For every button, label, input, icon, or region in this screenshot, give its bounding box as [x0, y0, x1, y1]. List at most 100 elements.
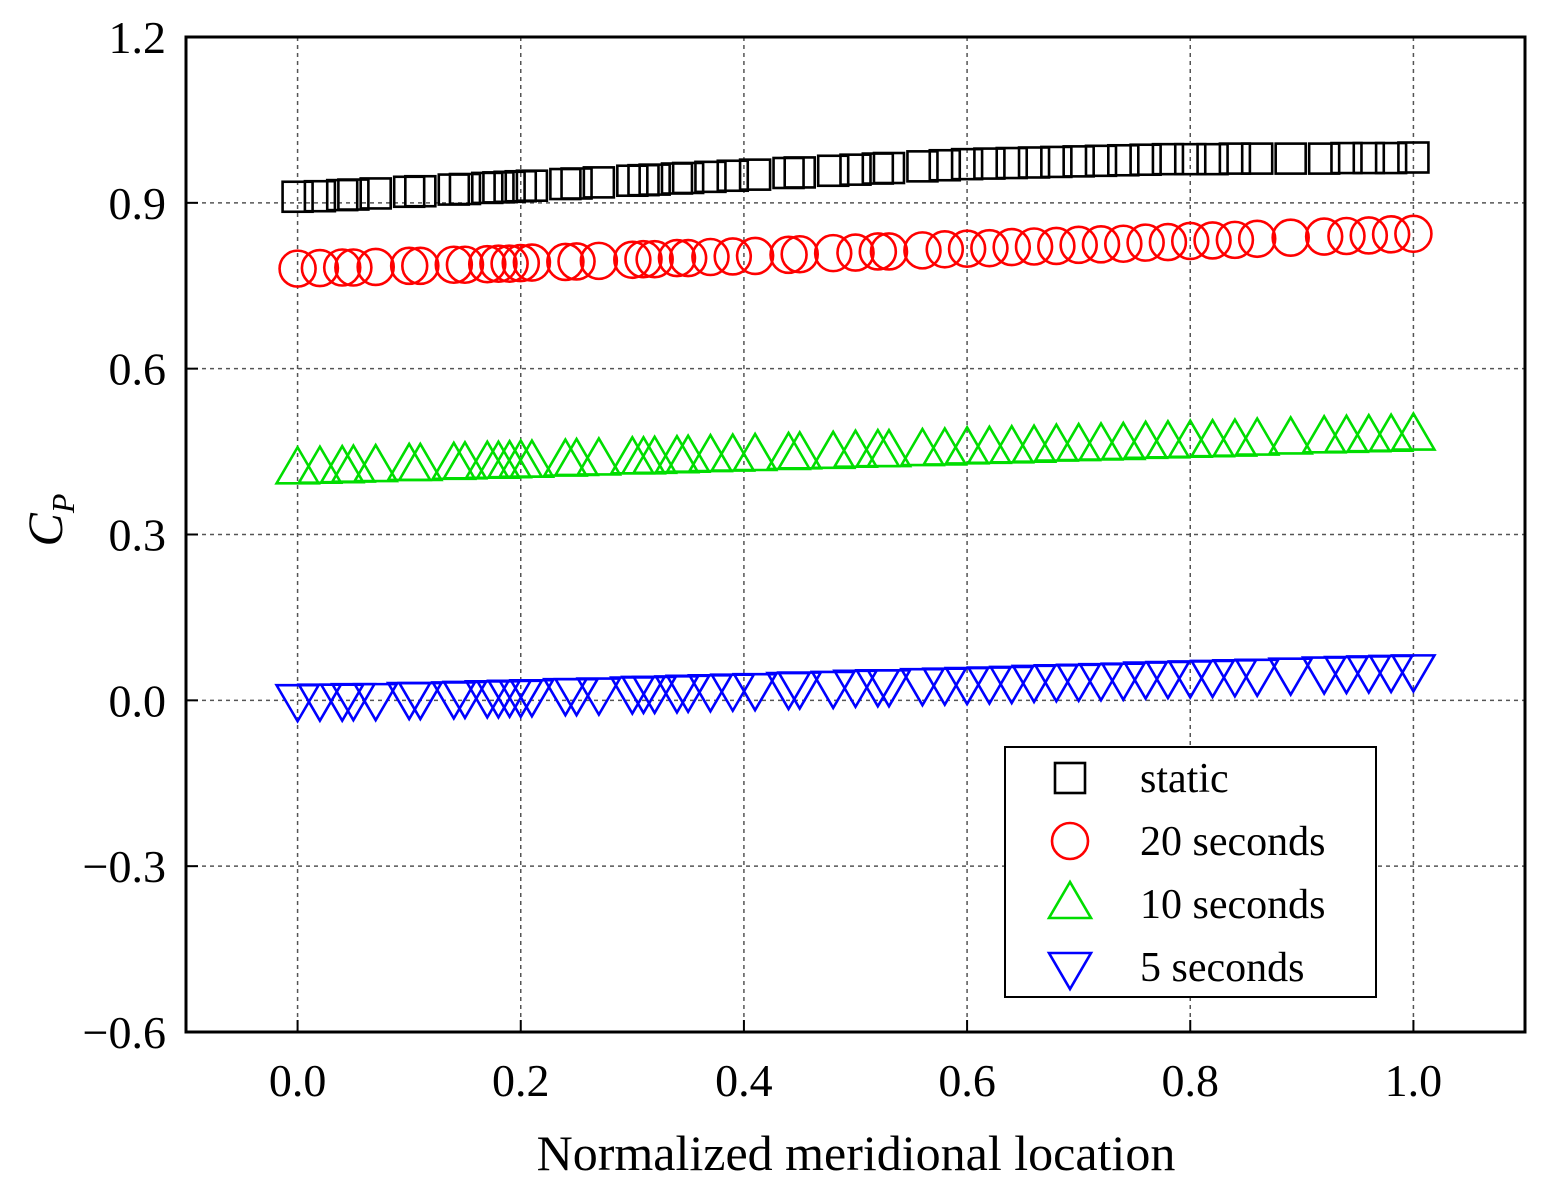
- legend-label: 20 seconds: [1140, 819, 1325, 865]
- data-point: [281, 180, 314, 214]
- data-point: [1017, 146, 1051, 179]
- data-point: [735, 236, 775, 276]
- data-point: [1122, 419, 1169, 460]
- data-point: [1129, 143, 1162, 177]
- data-point: [1233, 658, 1281, 699]
- data-point: [579, 241, 619, 281]
- data-point: [490, 244, 529, 283]
- data-point: [1211, 659, 1259, 699]
- data-point: [1300, 656, 1348, 697]
- data-point: [731, 431, 779, 472]
- data-point: [1390, 654, 1437, 694]
- series-10-seconds: [274, 410, 1437, 485]
- data-point: [1151, 142, 1185, 176]
- data-point: [549, 167, 582, 201]
- data-point: [627, 163, 660, 197]
- data-point: [1304, 217, 1344, 256]
- data-point: [1166, 660, 1214, 701]
- series-20-seconds: [278, 214, 1433, 288]
- data-point: [1274, 142, 1307, 175]
- data-point: [687, 432, 734, 473]
- data-point: [668, 238, 708, 278]
- data-point: [560, 167, 593, 200]
- y-tick-label: −0.6: [83, 1007, 166, 1058]
- data-point: [1390, 410, 1437, 451]
- data-point: [1104, 224, 1143, 264]
- data-point: [928, 148, 962, 182]
- data-point: [1218, 142, 1252, 175]
- data-point: [780, 234, 820, 274]
- data-point: [776, 429, 823, 470]
- legend-box: [1004, 746, 1377, 998]
- data-point: [839, 153, 872, 186]
- data-point: [1084, 144, 1118, 178]
- data-point: [1271, 218, 1310, 257]
- data-point: [1323, 413, 1370, 454]
- data-point: [515, 169, 549, 202]
- x-tick-label: 0.6: [938, 1055, 996, 1106]
- data-point: [546, 242, 585, 282]
- data-point: [352, 442, 399, 483]
- y-tick-label: 0.3: [109, 510, 167, 561]
- data-point: [1330, 141, 1363, 175]
- data-point: [1240, 142, 1274, 175]
- axis-ticks: 0.0 0.2 0.4 0.6 0.8 1.0 −0.6 −0.3 0.0 0.3 0.6 0.9 1.…: [83, 12, 1443, 1106]
- data-point: [278, 249, 317, 288]
- data-point: [1189, 659, 1236, 700]
- data-point: [865, 427, 913, 468]
- data-point: [359, 177, 392, 210]
- data-point: [470, 171, 504, 205]
- data-point: [809, 670, 857, 711]
- data-point: [337, 178, 370, 211]
- y-tick-label: 1.2: [109, 12, 167, 63]
- data-point: [1144, 418, 1192, 459]
- data-point: [638, 163, 671, 196]
- data-point: [404, 174, 437, 208]
- data-point: [397, 681, 444, 722]
- data-point: [772, 156, 805, 190]
- x-axis-label: Normalized meridional location: [537, 1125, 1176, 1181]
- data-point: [434, 245, 474, 285]
- data-point: [899, 667, 946, 708]
- data-point: [1367, 412, 1415, 452]
- data-point: [687, 673, 734, 714]
- data-point: [575, 677, 623, 718]
- data-point: [988, 423, 1035, 464]
- data-point: [691, 237, 730, 277]
- data-point: [664, 674, 712, 715]
- data-point: [861, 152, 895, 185]
- data-point: [1062, 145, 1095, 178]
- data-point: [1345, 655, 1393, 696]
- data-point: [660, 162, 694, 195]
- data-point: [482, 171, 515, 204]
- data-point: [813, 233, 853, 273]
- data-point: [445, 245, 485, 285]
- data-point: [1126, 223, 1165, 262]
- series-static: [281, 141, 1430, 214]
- data-point: [1196, 142, 1229, 176]
- data-point: [869, 232, 909, 271]
- data-point: [816, 154, 850, 188]
- data-point: [1077, 420, 1125, 461]
- x-tick-label: 0.0: [269, 1055, 327, 1106]
- data-point: [557, 242, 596, 281]
- data-point: [1300, 413, 1348, 454]
- data-point: [448, 172, 482, 206]
- data-point: [1033, 664, 1080, 704]
- data-point: [1327, 216, 1366, 256]
- data-point: [943, 666, 991, 707]
- data-point: [709, 673, 757, 714]
- data-point: [731, 672, 779, 713]
- data-point: [508, 678, 556, 719]
- data-point: [671, 161, 705, 195]
- data-point: [397, 441, 444, 482]
- data-point: [973, 147, 1006, 180]
- plot-series: [274, 141, 1437, 724]
- data-point: [1267, 414, 1314, 455]
- data-point: [1193, 221, 1232, 260]
- data-point: [553, 677, 600, 718]
- data-point: [624, 239, 663, 279]
- data-point: [947, 229, 987, 269]
- legend-marker-circle: [1050, 821, 1090, 861]
- y-tick-label: 0.9: [109, 178, 167, 229]
